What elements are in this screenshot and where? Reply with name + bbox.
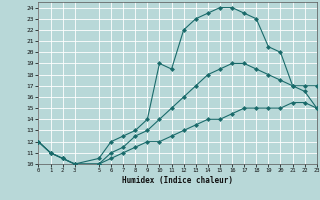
X-axis label: Humidex (Indice chaleur): Humidex (Indice chaleur) — [122, 176, 233, 185]
